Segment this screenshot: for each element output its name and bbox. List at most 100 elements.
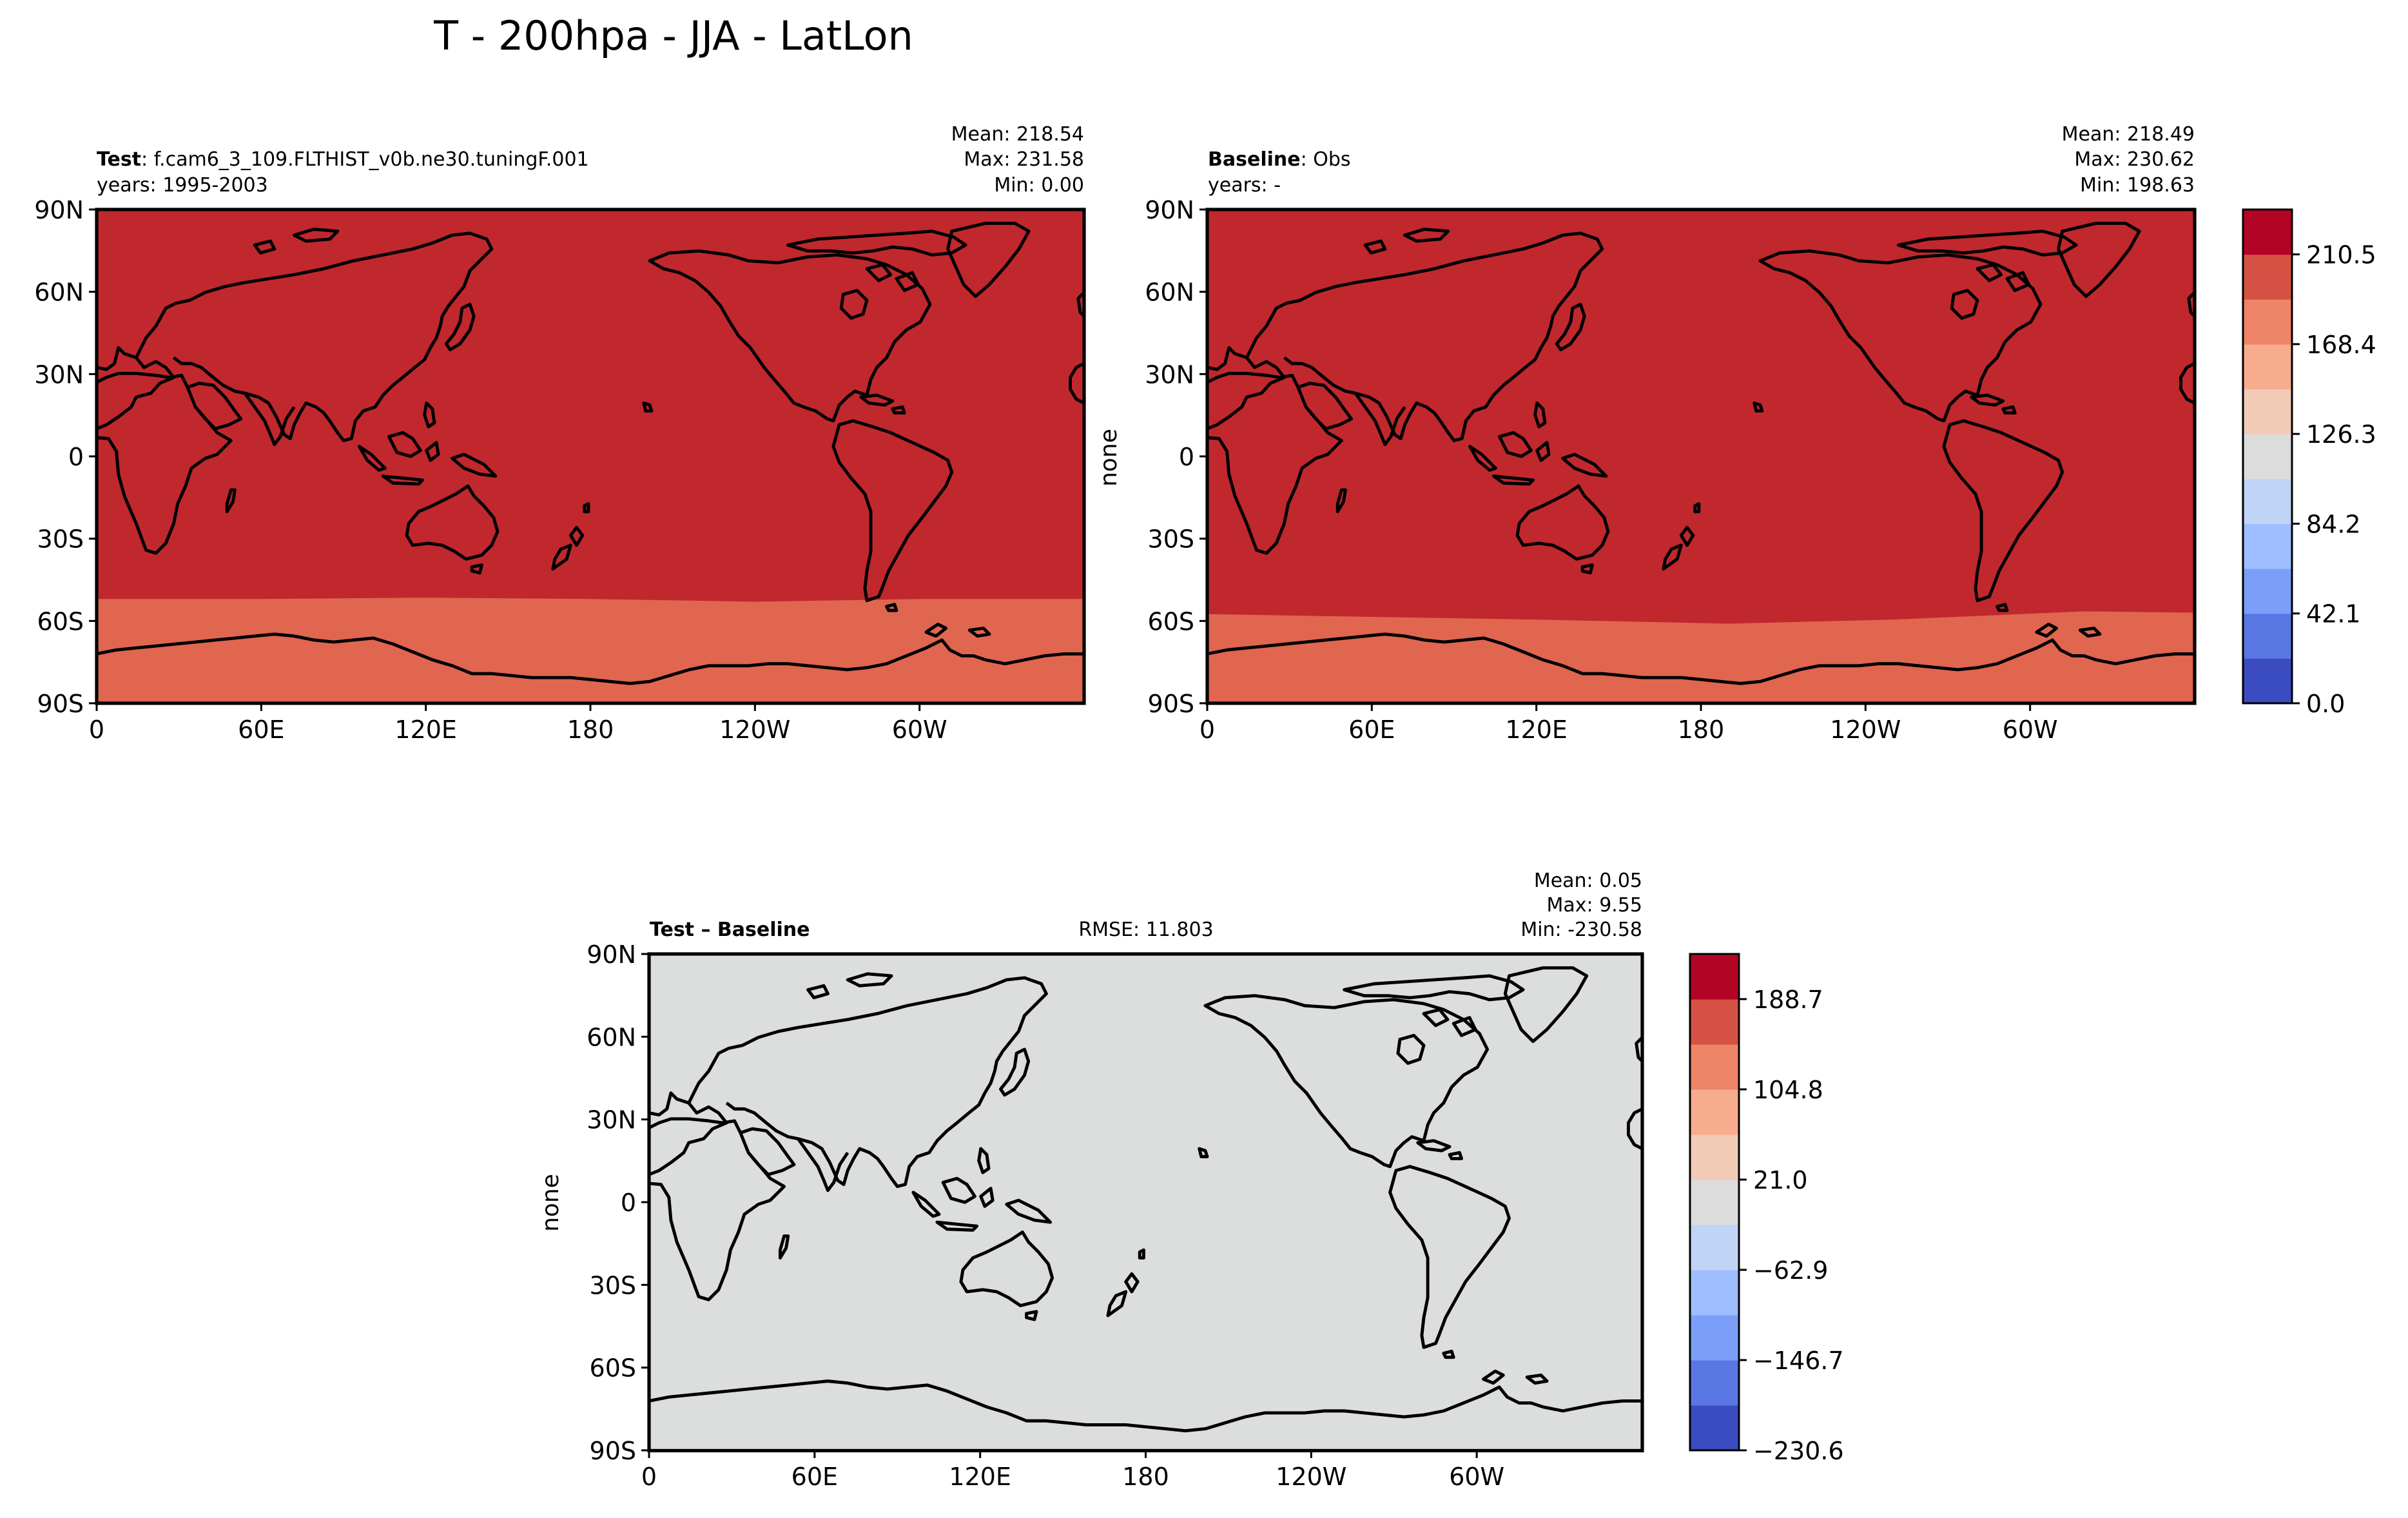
baseline-y-axis-label: none bbox=[1096, 429, 1122, 487]
test-ytick-label: 90S bbox=[37, 690, 84, 718]
test-xtick-label: 0 bbox=[89, 715, 104, 744]
main-colorbar-tick-label: 0.0 bbox=[2306, 690, 2345, 718]
main-colorbar-tick-label: 42.1 bbox=[2306, 600, 2361, 628]
diff-x-ticks: 0 60E 120E 180 120W 60W bbox=[641, 1450, 1504, 1491]
diff-colorbar-swatch bbox=[1690, 1089, 1739, 1135]
diff-colorbar-swatch bbox=[1690, 1360, 1739, 1406]
test-mean: Mean: 218.54 bbox=[951, 123, 1084, 146]
diff-colorbar-swatch bbox=[1690, 1134, 1739, 1180]
baseline-ytick-label: 90N bbox=[1145, 196, 1194, 224]
baseline-xtick-label: 60W bbox=[2003, 715, 2058, 744]
test-years: years: 1995-2003 bbox=[97, 174, 268, 197]
diff-colorbar-swatch bbox=[1690, 1270, 1739, 1316]
baseline-panel: Baseline: Obs years: - Mean: 218.49 Max:… bbox=[1096, 123, 2197, 744]
diff-ytick-label: 0 bbox=[621, 1189, 636, 1217]
figure-title: T - 200hpa - JJA - LatLon bbox=[433, 12, 913, 59]
baseline-x-ticks: 0 60E 120E 180 120W 60W bbox=[1199, 703, 2058, 744]
diff-ytick-label: 90S bbox=[590, 1437, 636, 1465]
baseline-years: years: - bbox=[1208, 174, 1281, 197]
diff-y-ticks: 90N 60N 30N 0 30S 60S 90S bbox=[587, 940, 649, 1465]
main-colorbar-tick-label: 210.5 bbox=[2306, 241, 2376, 269]
baseline-ytick-label: 60S bbox=[1148, 607, 1194, 636]
main-colorbar-swatch bbox=[2243, 569, 2292, 614]
baseline-mean: Mean: 218.49 bbox=[2062, 123, 2195, 146]
test-y-ticks: 90N 60N 30N 0 30S 60S 90S bbox=[34, 196, 97, 718]
diff-ytick-label: 60N bbox=[587, 1023, 636, 1051]
diff-max: Max: 9.55 bbox=[1547, 894, 1642, 917]
diff-colorbar-tick-label: −230.6 bbox=[1753, 1437, 1844, 1465]
baseline-xtick-label: 60E bbox=[1348, 715, 1395, 744]
main-colorbar-swatch bbox=[2243, 254, 2292, 300]
diff-xtick-label: 60W bbox=[1449, 1463, 1504, 1491]
diff-xtick-label: 180 bbox=[1122, 1463, 1169, 1491]
baseline-xtick-label: 120W bbox=[1830, 715, 1901, 744]
test-map bbox=[95, 208, 1086, 705]
test-label-bold: Test bbox=[97, 148, 141, 171]
main-colorbar-swatch bbox=[2243, 434, 2292, 480]
diff-field bbox=[649, 954, 1642, 1451]
test-ytick-label: 90N bbox=[34, 196, 84, 224]
diff-colorbar-swatch bbox=[1690, 954, 1739, 1000]
diff-y-axis-label: none bbox=[538, 1174, 564, 1232]
diff-colorbar-swatch bbox=[1690, 1405, 1739, 1451]
test-ytick-label: 30S bbox=[37, 525, 84, 554]
baseline-ytick-label: 60N bbox=[1145, 278, 1194, 307]
main-colorbar-frame bbox=[2242, 208, 2293, 705]
diff-label: Test – Baseline bbox=[650, 919, 810, 941]
test-ytick-label: 60N bbox=[34, 278, 84, 307]
baseline-xtick-label: 0 bbox=[1199, 715, 1215, 744]
diff-colorbar-swatch bbox=[1690, 1044, 1739, 1090]
test-max: Max: 231.58 bbox=[964, 148, 1084, 171]
main-colorbar-swatch bbox=[2243, 299, 2292, 345]
baseline-max: Max: 230.62 bbox=[2074, 148, 2195, 171]
diff-panel: Test – Baseline RMSE: 11.803 Mean: 0.05 … bbox=[538, 870, 1644, 1491]
main-colorbar-swatch bbox=[2243, 209, 2292, 255]
test-field-south-band bbox=[97, 598, 1084, 703]
diff-ytick-label: 90N bbox=[587, 940, 636, 969]
diff-min: Min: -230.58 bbox=[1520, 919, 1642, 941]
test-label: Test: f.cam6_3_109.FLTHIST_v0b.ne30.tuni… bbox=[97, 148, 589, 171]
baseline-label: Baseline: Obs bbox=[1208, 148, 1351, 171]
test-xtick-label: 60W bbox=[892, 715, 947, 744]
diff-colorbar-swatch bbox=[1690, 999, 1739, 1045]
baseline-label-rest: : Obs bbox=[1301, 148, 1351, 171]
diff-colorbar-tick-label: 104.8 bbox=[1753, 1076, 1823, 1104]
diff-colorbar-tick-label: −62.9 bbox=[1753, 1256, 1828, 1285]
diff-xtick-label: 60E bbox=[791, 1463, 838, 1491]
test-min: Min: 0.00 bbox=[994, 174, 1084, 197]
diff-colorbar-swatch bbox=[1690, 1225, 1739, 1270]
baseline-ytick-label: 30S bbox=[1148, 525, 1194, 554]
diff-ytick-label: 30N bbox=[587, 1106, 636, 1134]
main-colorbar-tick-label: 168.4 bbox=[2306, 331, 2376, 359]
test-ytick-label: 0 bbox=[68, 443, 84, 471]
test-panel: Test: f.cam6_3_109.FLTHIST_v0b.ne30.tuni… bbox=[34, 123, 1086, 744]
main-colorbar-swatch bbox=[2243, 658, 2292, 704]
test-xtick-label: 60E bbox=[238, 715, 284, 744]
baseline-xtick-label: 120E bbox=[1505, 715, 1568, 744]
main-colorbar-swatch bbox=[2243, 478, 2292, 525]
main-colorbar-tick-label: 84.2 bbox=[2306, 510, 2361, 538]
main-colorbar-swatch bbox=[2243, 523, 2292, 569]
diff-colorbar-tick-label: 188.7 bbox=[1753, 986, 1823, 1014]
diff-xtick-label: 0 bbox=[641, 1463, 657, 1491]
test-xtick-label: 120W bbox=[719, 715, 790, 744]
test-ytick-label: 60S bbox=[37, 607, 84, 636]
test-ytick-label: 30N bbox=[34, 360, 84, 389]
main-colorbar-swatch bbox=[2243, 389, 2292, 434]
baseline-label-bold: Baseline bbox=[1208, 148, 1301, 171]
baseline-y-ticks: 90N 60N 30N 0 30S 60S 90S bbox=[1145, 196, 1207, 718]
diff-colorbar-swatch bbox=[1690, 1315, 1739, 1361]
baseline-ytick-label: 30N bbox=[1145, 360, 1194, 389]
diff-colorbar-frame bbox=[1689, 953, 1740, 1452]
diff-colorbar-swatch bbox=[1690, 1180, 1739, 1225]
diff-colorbar: −230.6 −146.7 −62.9 21.0 104.8 188.7 bbox=[1689, 953, 1844, 1465]
main-colorbar-swatch bbox=[2243, 344, 2292, 390]
baseline-ytick-label: 90S bbox=[1148, 690, 1194, 718]
diff-rmse: RMSE: 11.803 bbox=[1078, 919, 1213, 941]
baseline-xtick-label: 180 bbox=[1678, 715, 1725, 744]
diff-xtick-label: 120W bbox=[1276, 1463, 1346, 1491]
baseline-map bbox=[1205, 208, 2197, 705]
main-colorbar-swatch bbox=[2243, 613, 2292, 659]
baseline-ytick-label: 0 bbox=[1179, 443, 1194, 471]
